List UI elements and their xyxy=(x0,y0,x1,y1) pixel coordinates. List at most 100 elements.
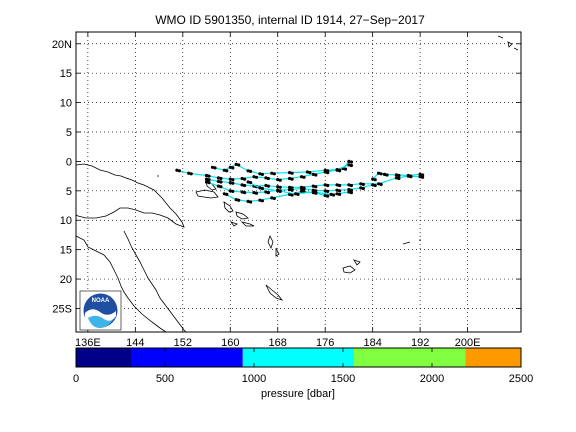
trajectory-point xyxy=(246,199,250,203)
trajectory-point xyxy=(219,180,223,184)
trajectory-point xyxy=(216,179,220,183)
trajectory-point xyxy=(394,173,398,177)
trajectory-point xyxy=(288,185,292,189)
lat-label-0: 0 xyxy=(66,156,72,168)
trajectory-point xyxy=(288,171,292,175)
noaa-logo-wave-icon xyxy=(88,315,114,328)
trajectory-point xyxy=(276,185,280,189)
trajectory-point xyxy=(314,185,318,189)
trajectory-point xyxy=(240,183,244,187)
trajectory-point xyxy=(382,172,387,176)
trajectory-point xyxy=(240,190,244,194)
trajectory-point xyxy=(338,189,342,193)
trajectory-point xyxy=(243,191,247,195)
trajectory-point xyxy=(260,172,264,176)
trajectory-point xyxy=(290,177,294,181)
trajectory-point xyxy=(204,180,209,184)
trajectory-point xyxy=(418,175,422,179)
trajectory-point xyxy=(347,188,351,192)
trajectory-point xyxy=(338,192,342,196)
coastline-bougainville xyxy=(223,201,234,213)
trajectory-point xyxy=(302,175,306,179)
lat-label-25S: 25S xyxy=(52,303,72,315)
trajectory-point xyxy=(305,170,309,174)
trajectory-point xyxy=(349,163,353,168)
trajectory-point xyxy=(204,173,209,178)
trajectory-point xyxy=(252,191,256,195)
colorbar-tick-label-500: 500 xyxy=(156,373,174,385)
trajectory-point xyxy=(397,176,401,181)
lat-label-20N: 20N xyxy=(52,39,72,51)
colorbar-tick-label-0: 0 xyxy=(73,373,79,385)
trajectory-point xyxy=(359,186,363,190)
trajectory-point xyxy=(349,183,353,188)
trajectory-point xyxy=(288,192,292,196)
trajectory-point xyxy=(225,169,229,173)
trajectory-point xyxy=(246,169,250,173)
trajectory-point xyxy=(207,174,211,178)
trajectory-point xyxy=(228,165,232,169)
trajectory-point xyxy=(231,189,235,193)
lon-label-184: 184 xyxy=(363,337,381,349)
trajectory-point xyxy=(272,196,276,201)
trajectory-point xyxy=(406,173,410,178)
trajectory-point xyxy=(299,189,304,193)
trajectory-point xyxy=(338,168,342,172)
coastline-hawaii xyxy=(497,35,519,51)
trajectory-point xyxy=(397,173,401,178)
trajectory-point xyxy=(189,172,193,176)
trajectory-point xyxy=(335,168,339,172)
colorbar-tick-label-1000: 1000 xyxy=(242,373,266,385)
trajectory-point xyxy=(314,173,318,177)
trajectory-point xyxy=(418,172,422,176)
trajectory-point xyxy=(249,200,253,204)
trajectory-point xyxy=(332,193,336,197)
trajectory-point xyxy=(349,191,353,195)
trajectory-point xyxy=(234,162,238,166)
trajectory-point xyxy=(335,188,339,192)
trajectory-point xyxy=(361,182,365,186)
colorbar-tick-label-2500: 2500 xyxy=(509,373,533,385)
float-trajectories xyxy=(175,159,425,204)
trajectory-point xyxy=(290,193,294,197)
trajectory-point xyxy=(299,186,304,191)
trajectory-point xyxy=(246,180,250,184)
trajectory-point xyxy=(290,171,294,175)
trajectory-point xyxy=(216,184,220,188)
trajectory-point xyxy=(210,165,215,169)
trajectory-point xyxy=(371,177,375,181)
coastline-new-britain xyxy=(195,189,219,199)
trajectory-point xyxy=(254,175,259,179)
trajectory-point xyxy=(329,192,333,196)
trajectory-point xyxy=(278,178,282,182)
trajectory-point xyxy=(335,183,339,187)
trajectory-point xyxy=(252,175,256,179)
trajectory-point xyxy=(377,182,381,186)
trajectory-point xyxy=(243,177,247,181)
trajectory-point xyxy=(175,168,179,172)
trajectory-point xyxy=(228,181,232,185)
colorbar-segments xyxy=(76,348,521,367)
trajectory-point xyxy=(293,192,298,196)
trajectory-point xyxy=(290,188,294,192)
trajectory-point xyxy=(421,173,425,177)
colorbar-segment xyxy=(242,348,355,367)
lat-label-5S: 5 xyxy=(66,186,72,198)
trajectory-point xyxy=(264,183,268,188)
trajectory-line xyxy=(176,161,350,181)
trajectory-point xyxy=(302,187,306,191)
coastline-fiji xyxy=(342,259,361,274)
trajectory-point xyxy=(323,183,327,187)
trajectory-point xyxy=(379,182,383,186)
trajectory-point xyxy=(347,183,351,187)
trajectory-point xyxy=(177,169,181,173)
trajectory-point xyxy=(409,174,413,178)
trajectory-point xyxy=(323,193,327,198)
lat-label-5N: 5 xyxy=(66,127,72,139)
trajectory-point xyxy=(349,160,353,164)
trajectory-point xyxy=(231,181,235,185)
trajectory-point xyxy=(377,171,381,175)
map-panel: 20N 15 10 5 0 5 10 15 20 25S 136E 144 15… xyxy=(52,31,522,349)
trajectory-point xyxy=(326,183,330,188)
trajectory-point xyxy=(278,185,282,189)
